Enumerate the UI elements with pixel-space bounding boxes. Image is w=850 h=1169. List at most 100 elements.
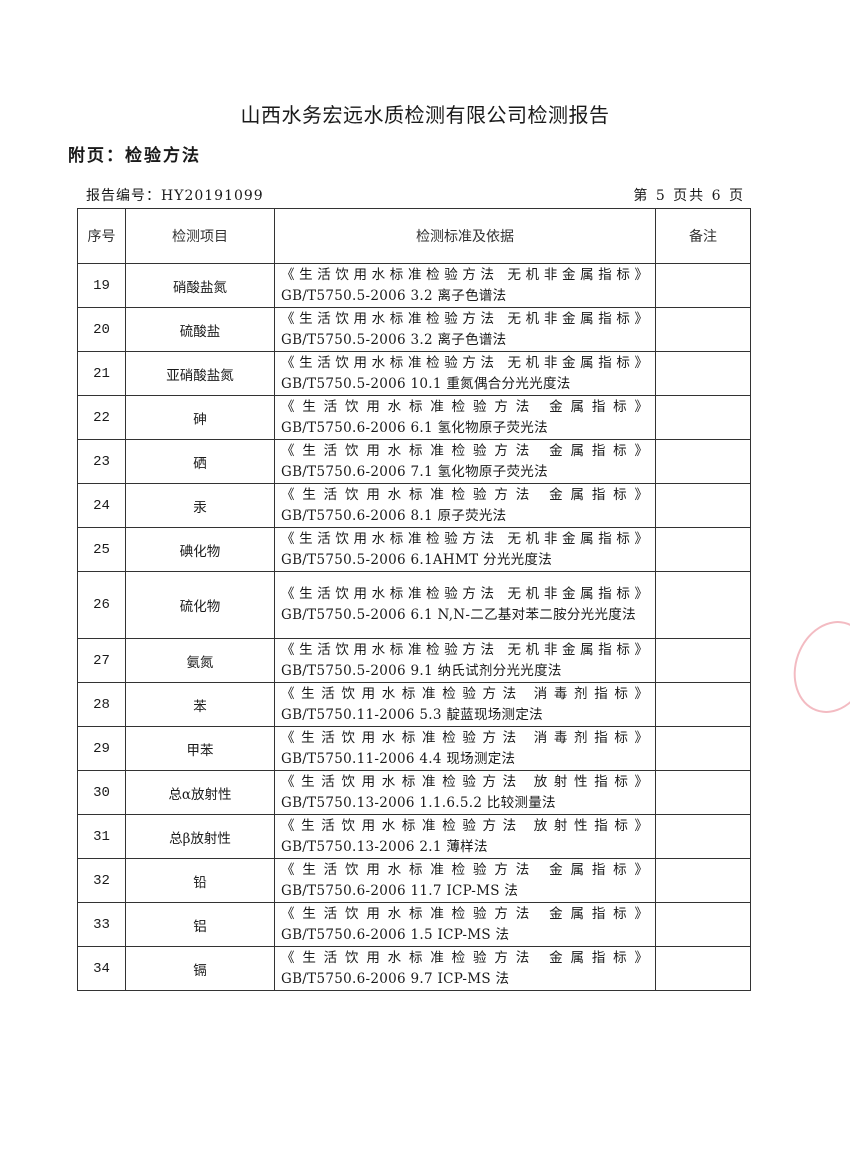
test-method: 《生活饮用水标准检验方法 放射性指标》 GB/T5750.13-2006 2.1 … [274, 814, 656, 859]
column-header-standard: 检测标准及依据 [274, 208, 656, 264]
report-number: 报告编号：HY20191099 [86, 188, 264, 204]
row-note [655, 638, 751, 683]
row-note [655, 946, 751, 991]
method-standard-code: GB/T5750.6-2006 11.7 ICP-MS 法 [281, 882, 519, 899]
row-number: 24 [77, 483, 126, 528]
table-row: 19 硝酸盐氮 《生活饮用水标准检验方法 无机非金属指标》 GB/T5750.5-20… [77, 263, 751, 308]
test-item: 甲苯 [125, 726, 275, 771]
test-method: 《生活饮用水标准检验方法 无机非金属指标》 GB/T5750.5-2006 10.… [274, 351, 656, 396]
method-standard-title: 《生活饮用水标准检验方法 金属指标》 [281, 442, 649, 459]
row-number: 25 [77, 527, 126, 572]
test-method: 《生活饮用水标准检验方法 金属指标》 GB/T5750.6-2006 6.1 氢化… [274, 395, 656, 440]
appendix-heading: 附页：检验方法 [68, 146, 201, 166]
row-note [655, 263, 751, 308]
test-item: 镉 [125, 946, 275, 991]
row-note [655, 307, 751, 352]
row-note [655, 682, 751, 727]
method-standard-code: GB/T5750.13-2006 2.1 薄样法 [281, 838, 488, 855]
column-header-number: 序号 [77, 208, 126, 264]
test-item: 氨氮 [125, 638, 275, 683]
method-standard-title: 《生活饮用水标准检验方法 金属指标》 [281, 398, 649, 415]
page-indicator: 第 5 页共 6 页 [633, 188, 745, 204]
table-row: 28 苯《生活饮用水标准检验方法 消毒剂指标》 GB/T5750.11-2006 5… [77, 682, 751, 727]
test-method: 《生活饮用水标准检验方法 金属指标》 GB/T5750.6-2006 1.5 IC… [274, 902, 656, 947]
test-item: 苯 [125, 682, 275, 727]
column-header-item: 检测项目 [125, 208, 275, 264]
test-method: 《生活饮用水标准检验方法 无机非金属指标》 GB/T5750.5-2006 6.1… [274, 571, 656, 639]
report-title: 山西水务宏远水质检测有限公司检测报告 [240, 103, 610, 127]
method-standard-title: 《生活饮用水标准检验方法 放射性指标》 [281, 817, 649, 834]
row-note [655, 571, 751, 639]
row-note [655, 902, 751, 947]
method-standard-code: GB/T5750.5-2006 3.2 离子色谱法 [281, 287, 507, 304]
test-item: 硫化物 [125, 571, 275, 639]
row-number: 20 [77, 307, 126, 352]
method-standard-code: GB/T5750.6-2006 8.1 原子荧光法 [281, 507, 507, 524]
row-number: 19 [77, 263, 126, 308]
test-method: 《生活饮用水标准检验方法 无机非金属指标》 GB/T5750.5-2006 9.1… [274, 638, 656, 683]
row-note [655, 483, 751, 528]
row-note [655, 351, 751, 396]
row-number: 31 [77, 814, 126, 859]
method-standard-title: 《生活饮用水标准检验方法 金属指标》 [281, 949, 649, 966]
method-standard-code: GB/T5750.5-2006 6.1AHMT 分光光度法 [281, 551, 553, 568]
row-number: 33 [77, 902, 126, 947]
method-standard-code: GB/T5750.11-2006 4.4 现场测定法 [281, 750, 516, 767]
test-item: 汞 [125, 483, 275, 528]
table-row: 21 亚硝酸盐氮 《生活饮用水标准检验方法 无机非金属指标》 GB/T5750.5-2… [77, 351, 751, 396]
method-standard-title: 《生活饮用水标准检验方法 无机非金属指标》 [281, 586, 649, 602]
test-item: 总α放射性 [125, 770, 275, 815]
row-number: 27 [77, 638, 126, 683]
table-row: 31 总β放射性 《生活饮用水标准检验方法 放射性指标》 GB/T5750.13-20… [77, 814, 751, 859]
table-row: 24 汞《生活饮用水标准检验方法 金属指标》 GB/T5750.6-2006 8.1… [77, 483, 751, 528]
test-method: 《生活饮用水标准检验方法 消毒剂指标》 GB/T5750.11-2006 5.3 … [274, 682, 656, 727]
row-number: 23 [77, 439, 126, 484]
test-method: 《生活饮用水标准检验方法 无机非金属指标》 GB/T5750.5-2006 3.2… [274, 263, 656, 308]
test-item: 硒 [125, 439, 275, 484]
test-item: 总β放射性 [125, 814, 275, 859]
test-item: 铝 [125, 902, 275, 947]
method-standard-title: 《生活饮用水标准检验方法 无机非金属指标》 [281, 530, 649, 547]
test-method: 《生活饮用水标准检验方法 消毒剂指标》 GB/T5750.11-2006 4.4 … [274, 726, 656, 771]
test-method: 《生活饮用水标准检验方法 金属指标》 GB/T5750.6-2006 11.7 I… [274, 858, 656, 903]
method-standard-code: GB/T5750.6-2006 1.5 ICP-MS 法 [281, 926, 510, 943]
row-number: 22 [77, 395, 126, 440]
row-note [655, 770, 751, 815]
test-method: 《生活饮用水标准检验方法 金属指标》 GB/T5750.6-2006 8.1 原子… [274, 483, 656, 528]
methods-table: 序号 检测项目 检测标准及依据 备注 19 硝酸盐氮 《生活饮用水标准检验方法 无机… [77, 208, 751, 991]
row-note [655, 439, 751, 484]
table-row: 25 碘化物 《生活饮用水标准检验方法 无机非金属指标》 GB/T5750.5-200… [77, 527, 751, 572]
row-note [655, 858, 751, 903]
row-number: 34 [77, 946, 126, 991]
test-item: 铅 [125, 858, 275, 903]
table-row: 22 砷《生活饮用水标准检验方法 金属指标》 GB/T5750.6-2006 6.1… [77, 395, 751, 440]
test-method: 《生活饮用水标准检验方法 无机非金属指标》 GB/T5750.5-2006 6.1… [274, 527, 656, 572]
method-standard-title: 《生活饮用水标准检验方法 金属指标》 [281, 861, 649, 878]
test-item: 碘化物 [125, 527, 275, 572]
column-header-note: 备注 [655, 208, 751, 264]
table-row: 23 硒《生活饮用水标准检验方法 金属指标》 GB/T5750.6-2006 7.1… [77, 439, 751, 484]
row-number: 28 [77, 682, 126, 727]
method-standard-code: GB/T5750.6-2006 9.7 ICP-MS 法 [281, 970, 510, 987]
method-standard-code: GB/T5750.5-2006 10.1 重氮偶合分光光度法 [281, 375, 571, 392]
table-row: 30 总α放射性 《生活饮用水标准检验方法 放射性指标》 GB/T5750.13-20… [77, 770, 751, 815]
method-standard-code: GB/T5750.5-2006 3.2 离子色谱法 [281, 331, 507, 348]
method-standard-code: GB/T5750.5-2006 6.1 N,N-二乙基对苯二胺分光光度法 [281, 607, 636, 623]
method-standard-title: 《生活饮用水标准检验方法 无机非金属指标》 [281, 266, 649, 283]
table-row: 20 硫酸盐 《生活饮用水标准检验方法 无机非金属指标》 GB/T5750.5-200… [77, 307, 751, 352]
table-row: 27 氨氮 《生活饮用水标准检验方法 无机非金属指标》 GB/T5750.5-2006… [77, 638, 751, 683]
row-note [655, 395, 751, 440]
table-row: 29 甲苯 《生活饮用水标准检验方法 消毒剂指标》 GB/T5750.11-2006 … [77, 726, 751, 771]
red-seal-stamp [781, 610, 850, 724]
method-standard-title: 《生活饮用水标准检验方法 消毒剂指标》 [281, 685, 649, 702]
row-note [655, 726, 751, 771]
row-number: 32 [77, 858, 126, 903]
table-row: 32 铅《生活饮用水标准检验方法 金属指标》 GB/T5750.6-2006 11.… [77, 858, 751, 903]
test-method: 《生活饮用水标准检验方法 无机非金属指标》 GB/T5750.5-2006 3.2… [274, 307, 656, 352]
row-number: 30 [77, 770, 126, 815]
method-standard-code: GB/T5750.13-2006 1.1.6.5.2 比较测量法 [281, 794, 556, 811]
table-row: 26 硫化物 《生活饮用水标准检验方法 无机非金属指标》 GB/T5750.5-200… [77, 571, 751, 639]
method-standard-title: 《生活饮用水标准检验方法 金属指标》 [281, 486, 649, 503]
row-note [655, 527, 751, 572]
test-method: 《生活饮用水标准检验方法 放射性指标》 GB/T5750.13-2006 1.1.… [274, 770, 656, 815]
